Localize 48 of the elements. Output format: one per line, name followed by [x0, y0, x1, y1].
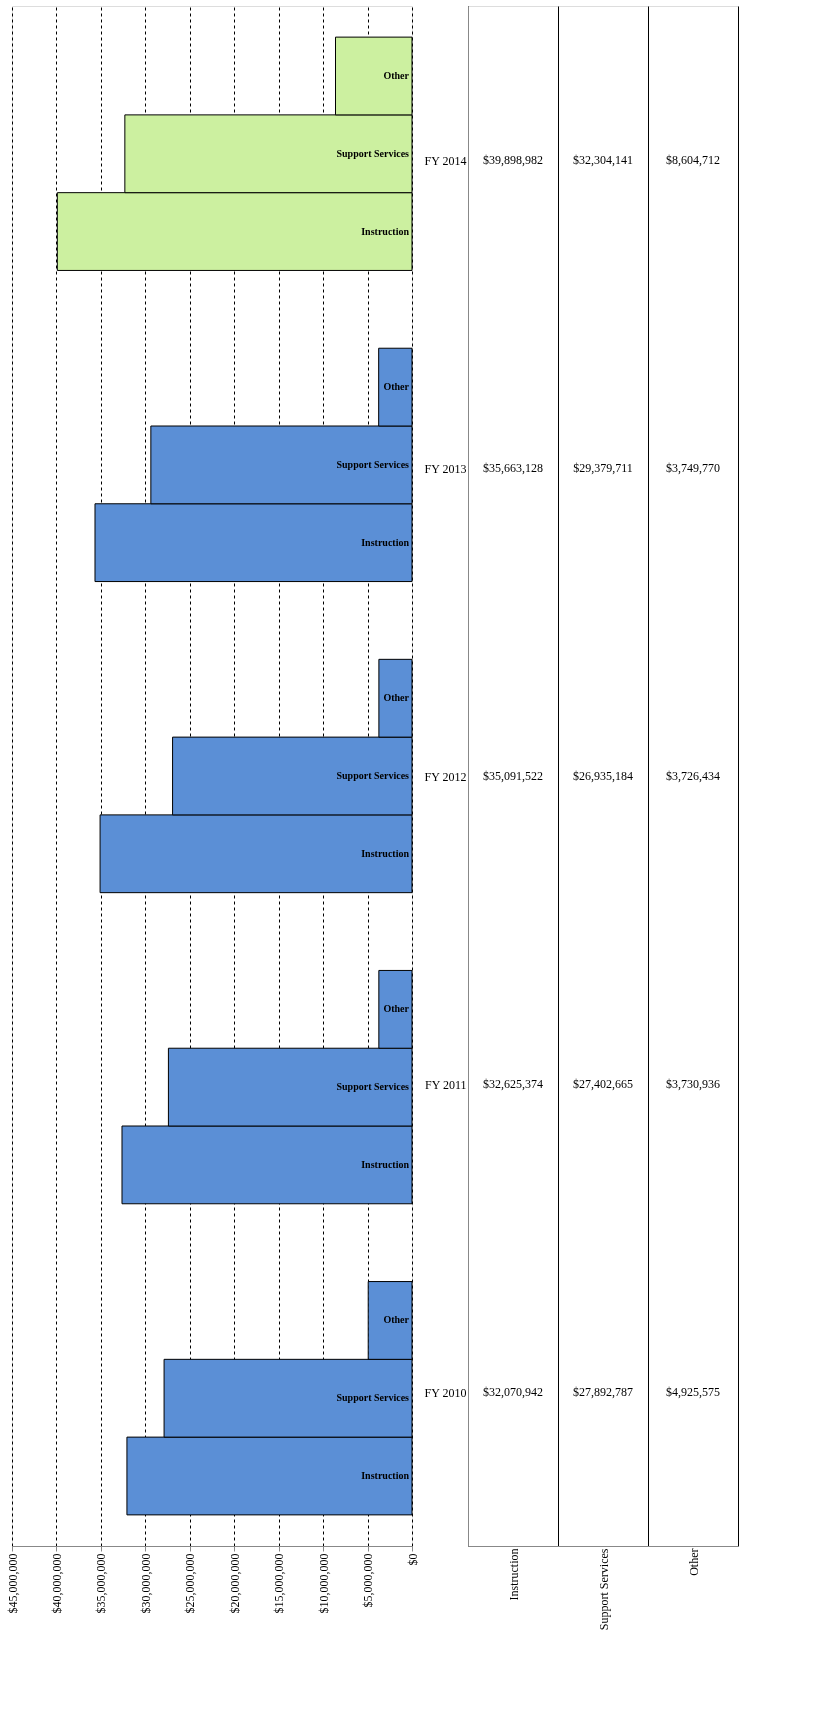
- data-label: $3,726,434: [666, 769, 720, 783]
- text: Instruction: [361, 847, 409, 859]
- data-label: $4,925,575: [666, 1385, 720, 1399]
- x-tick-label: $0: [405, 1553, 420, 1566]
- x-tick-label: $35,000,000: [94, 1553, 109, 1614]
- x-tick-label: $30,000,000: [138, 1553, 153, 1614]
- data-label: $29,379,711: [573, 461, 633, 475]
- text: Instruction: [506, 1548, 521, 1601]
- data-label: $32,304,141: [573, 153, 633, 167]
- x-tick-label: $40,000,000: [49, 1553, 64, 1614]
- text: Other: [383, 1314, 409, 1326]
- text: Support Services: [336, 1081, 409, 1093]
- y-tick-label: FY 2011: [425, 1077, 467, 1092]
- series-label: Support Services: [336, 147, 410, 159]
- series-label: Instruction: [361, 225, 410, 237]
- text: Other: [383, 1003, 409, 1015]
- data-label: $39,898,982: [483, 153, 543, 167]
- data-label: $35,091,522: [483, 769, 543, 783]
- text: Support Services: [596, 1548, 611, 1631]
- data-label: $27,402,665: [573, 1077, 633, 1091]
- x-tick-label: $25,000,000: [183, 1553, 198, 1614]
- text: Support Services: [336, 1392, 409, 1404]
- data-label: $8,604,712: [666, 153, 720, 167]
- data-label: $3,730,936: [666, 1077, 720, 1091]
- text: Instruction: [361, 536, 409, 548]
- y-tick-label: FY 2010: [424, 1385, 467, 1400]
- text: Support Services: [336, 458, 409, 470]
- x-tick-label: $15,000,000: [272, 1553, 287, 1614]
- y-tick-label: FY 2013: [424, 461, 467, 476]
- data-label: $27,892,787: [573, 1385, 633, 1399]
- text: Other: [686, 1548, 701, 1576]
- x-tick-label: $10,000,000: [316, 1553, 331, 1614]
- series-label: Other: [383, 70, 410, 81]
- y-tick-label: FY 2014: [424, 153, 467, 168]
- text: Other: [383, 692, 409, 704]
- y-tick-label: FY 2012: [424, 769, 467, 784]
- text: Other: [383, 381, 409, 393]
- x-tick-label: $5,000,000: [361, 1553, 376, 1608]
- data-label: $35,663,128: [483, 461, 543, 475]
- text: Support Services: [336, 770, 409, 781]
- data-label: $32,625,374: [483, 1077, 543, 1091]
- x-tick-label: $20,000,000: [227, 1553, 242, 1614]
- text: Instruction: [361, 1470, 409, 1481]
- data-label: $3,749,770: [666, 461, 720, 475]
- text: Instruction: [361, 1158, 409, 1170]
- data-label: $26,935,184: [573, 769, 633, 783]
- data-label: $32,070,942: [483, 1385, 543, 1399]
- x-tick-label: $45,000,000: [5, 1553, 20, 1614]
